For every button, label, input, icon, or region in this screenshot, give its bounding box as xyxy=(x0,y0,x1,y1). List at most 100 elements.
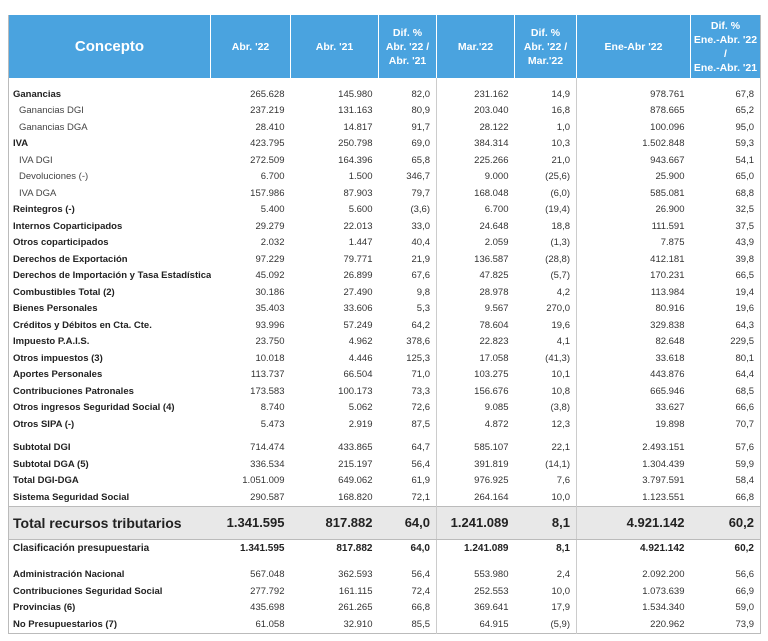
row-label: Provincias (6) xyxy=(13,602,76,614)
cell-value: 19.898 xyxy=(655,418,685,430)
cell-value: 93.996 xyxy=(255,319,285,331)
table-row: Total recursos tributarios 1.341.595 817.8… xyxy=(8,505,761,540)
cell-value: 14,9 xyxy=(514,86,577,103)
cell-value: (5,7) xyxy=(514,267,577,284)
table-row: Devoluciones (-) 6.700 1.500 346,7 9.000 (25,… xyxy=(9,168,761,185)
row-label: Otros ingresos Seguridad Social (4) xyxy=(13,402,175,414)
cell-value: 22.823 xyxy=(479,336,509,348)
table-row: Reintegros (-) 5.400 5.600 (3,6) 6.700 (19,4)… xyxy=(9,201,761,218)
cell-value: 19,4 xyxy=(735,286,755,298)
cell-value: 3.797.591 xyxy=(642,475,685,487)
header-cell: Concepto xyxy=(8,15,211,78)
cell-value: 21,9 xyxy=(378,251,437,268)
cell-value: 5.600 xyxy=(348,204,373,216)
cell-value: 24.648 xyxy=(479,220,509,232)
cell-value: 161.115 xyxy=(338,585,373,597)
spacer-row xyxy=(9,557,761,567)
cell-value: 4,2 xyxy=(514,284,577,301)
cell-value: 265.628 xyxy=(250,88,285,100)
header-cell: Mar.'22 xyxy=(436,15,515,78)
header-cell: Dif. % Abr. '22 /Mar.'22 xyxy=(514,15,577,78)
cell-value: 87,5 xyxy=(378,416,437,433)
cell-value: 28.410 xyxy=(255,121,285,133)
cell-value: 39,8 xyxy=(735,253,755,265)
cell-value: 649.062 xyxy=(338,475,373,487)
cell-value: 26.900 xyxy=(655,204,685,216)
cell-value: 1.502.848 xyxy=(642,138,685,150)
cell-value: 261.265 xyxy=(338,602,373,614)
spacer-row xyxy=(9,78,761,86)
cell-value: 30.186 xyxy=(255,286,285,298)
cell-value: 231.162 xyxy=(474,88,509,100)
row-label: IVA DGA xyxy=(19,187,57,199)
cell-value: (19,4) xyxy=(514,201,577,218)
cell-value: 252.553 xyxy=(474,585,509,597)
cell-value: 1.123.551 xyxy=(642,491,685,503)
row-label: Contribuciones Seguridad Social xyxy=(13,585,163,597)
cell-value: 72,1 xyxy=(378,489,437,506)
cell-value: 1.304.439 xyxy=(642,458,685,470)
cell-value: 7,6 xyxy=(514,472,577,489)
row-label: Devoluciones (-) xyxy=(19,171,89,183)
cell-value: 97.229 xyxy=(255,253,285,265)
cell-value: 113.737 xyxy=(250,369,285,381)
cell-value: 43,9 xyxy=(735,237,755,249)
cell-value: 66,5 xyxy=(735,270,755,282)
cell-value: 67,8 xyxy=(735,88,755,100)
cell-value: 250.798 xyxy=(338,138,373,150)
table-row: Otros impuestos (3) 10.018 4.446 125,3 17.05… xyxy=(9,350,761,367)
table-wrap: Concepto Abr. '22 Abr. '21 Dif. % Abr. '22 /… xyxy=(8,15,761,634)
cell-value: 64,7 xyxy=(378,439,437,456)
cell-value: 56,4 xyxy=(378,566,437,583)
cell-value: 82,0 xyxy=(378,86,437,103)
cell-value: 665.946 xyxy=(650,385,685,397)
cell-value: 111.591 xyxy=(651,220,685,232)
row-label: Total DGI-DGA xyxy=(13,475,79,487)
cell-value: 264.164 xyxy=(474,491,509,503)
spacer-cell xyxy=(291,558,379,567)
cell-value: 72,4 xyxy=(378,583,437,600)
cell-value: 10,0 xyxy=(514,489,577,506)
table-row: Combustibles Total (2) 30.186 27.490 9,8 28.… xyxy=(9,284,761,301)
row-label: IVA DGI xyxy=(19,154,53,166)
cell-value: 66,6 xyxy=(735,402,755,414)
row-label: Ganancias xyxy=(13,88,62,100)
table-row: Otros ingresos Seguridad Social (4) 8.740… xyxy=(9,399,761,416)
table-row: Ganancias DGA 28.410 14.817 91,7 28.122 1,0 10… xyxy=(9,119,761,136)
row-label: Ganancias DGI xyxy=(19,105,84,117)
header-line: Abr. '22 / xyxy=(523,40,568,53)
cell-value: (28,8) xyxy=(514,251,577,268)
cell-value: 435.698 xyxy=(250,602,285,614)
cell-value: 2.919 xyxy=(348,418,373,430)
cell-value: 9,8 xyxy=(378,284,437,301)
cell-value: 28.122 xyxy=(479,121,509,133)
cell-value: 27.490 xyxy=(343,286,373,298)
cell-value: 33,0 xyxy=(378,218,437,235)
spacer-cell xyxy=(378,78,437,86)
spacer-cell xyxy=(291,78,379,86)
cell-value: (41,3) xyxy=(514,350,577,367)
header-line: Ene.-Abr. '21 xyxy=(693,61,758,74)
cell-value: 78.604 xyxy=(479,319,509,331)
cell-value: 71,0 xyxy=(378,366,437,383)
cell-value: 4.921.142 xyxy=(640,543,685,554)
cell-value: 5,3 xyxy=(378,300,437,317)
spacer-cell xyxy=(514,432,577,440)
cell-value: 65,0 xyxy=(735,171,755,183)
row-label: Impuesto P.A.I.S. xyxy=(13,336,90,348)
row-label: Total recursos tributarios xyxy=(8,505,211,540)
spacer-cell xyxy=(437,433,515,440)
spacer-row xyxy=(9,432,761,440)
cell-value: 56,4 xyxy=(378,456,437,473)
cell-value: 391.819 xyxy=(474,458,509,470)
cell-value: 68,8 xyxy=(735,187,755,199)
cell-value: 10,0 xyxy=(514,583,577,600)
cell-value: 346,7 xyxy=(378,168,437,185)
cell-value: 67,6 xyxy=(378,267,437,284)
spacer-cell xyxy=(577,433,691,440)
spacer-cell xyxy=(378,557,437,567)
cell-value: 9.567 xyxy=(484,303,509,315)
cell-value: 125,3 xyxy=(378,350,437,367)
cell-value: 68,5 xyxy=(735,385,755,397)
header-line: Mar.'22 xyxy=(527,54,564,67)
